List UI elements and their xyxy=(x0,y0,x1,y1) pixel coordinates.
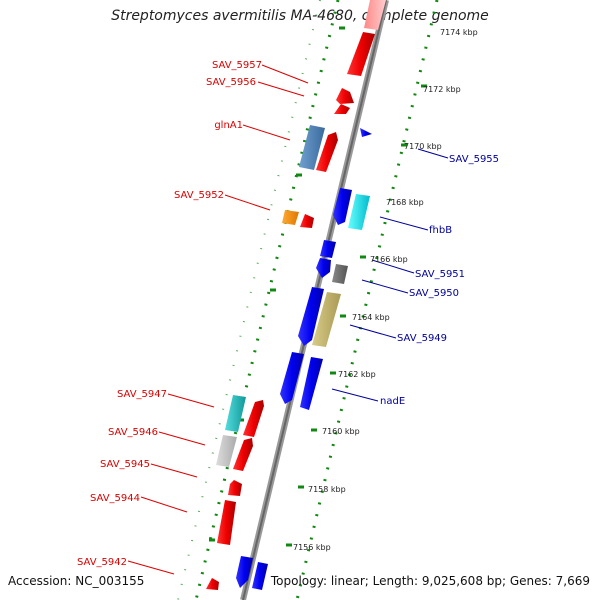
gene-label[interactable]: SAV_5945 xyxy=(100,459,150,470)
gene-label[interactable]: SAV_5942 xyxy=(77,557,127,568)
tick-marks xyxy=(209,26,427,547)
gene-label[interactable]: glnA1 xyxy=(214,120,243,131)
tick-label: 7164 kbp xyxy=(352,313,390,322)
gene-fhbB[interactable] xyxy=(348,194,370,230)
map-title: Streptomyces avermitilis MA-4680, comple… xyxy=(111,8,489,24)
gene-SAV_5955[interactable] xyxy=(360,128,372,137)
left-gene-labels: SAV_5957 SAV_5956 glnA1 SAV_5952 SAV_594… xyxy=(77,60,262,568)
gene-label[interactable]: SAV_5944 xyxy=(90,493,140,504)
accession-label: Accession: NC_003155 xyxy=(8,574,145,588)
tick-label: 7158 kbp xyxy=(308,485,346,494)
genome-summary: Topology: linear; Length: 9,025,608 bp; … xyxy=(270,574,590,588)
gene-SAV_5948[interactable] xyxy=(243,400,264,437)
tick-label: 7168 kbp xyxy=(386,198,424,207)
tick-labels: 7174 kbp 7172 kbp 7170 kbp 7168 kbp 7166… xyxy=(293,28,478,552)
gene-label[interactable]: SAV_5947 xyxy=(117,389,167,400)
tick-label: 7172 kbp xyxy=(423,85,461,94)
gene-SAV_5949a[interactable] xyxy=(298,287,324,346)
gene-SAV_5952[interactable] xyxy=(282,210,299,225)
gene-SAV_5950a[interactable] xyxy=(333,188,352,225)
gene-glnA1[interactable] xyxy=(299,125,325,170)
gene-SAV_5951[interactable] xyxy=(316,258,331,278)
gene-SAV_5949[interactable] xyxy=(312,292,341,347)
gene-label[interactable]: SAV_5956 xyxy=(206,77,256,88)
tick-label: 7162 kbp xyxy=(338,370,376,379)
gene-label[interactable]: SAV_5952 xyxy=(174,190,224,201)
gene-SAV_5943a[interactable] xyxy=(236,556,253,588)
gene-SAV_5956b[interactable] xyxy=(334,104,350,114)
gene-label[interactable]: SAV_5957 xyxy=(212,60,262,71)
gene-SAV_5954[interactable] xyxy=(316,132,338,172)
gene-label[interactable]: SAV_5949 xyxy=(397,333,447,344)
gene-SAV_5945-a[interactable] xyxy=(233,438,253,471)
tick-label: 7174 kbp xyxy=(440,28,478,37)
inner-left-dotted-guide xyxy=(177,0,321,600)
gene-label[interactable]: SAV_5955 xyxy=(449,154,499,165)
gene-SAV_5944[interactable] xyxy=(217,500,236,545)
gene-label[interactable]: SAV_5951 xyxy=(415,269,465,280)
gene-SAV_5942[interactable] xyxy=(206,578,219,590)
tick-label: 7166 kbp xyxy=(370,255,408,264)
right-leader-lines xyxy=(331,148,449,402)
gene-SAV_5946[interactable] xyxy=(216,435,237,467)
gene-SAV_5956[interactable] xyxy=(336,88,354,104)
gene-SAV_5957[interactable] xyxy=(347,32,375,76)
gene-nadE[interactable] xyxy=(300,357,323,410)
gene-SAV_5945[interactable] xyxy=(228,480,242,496)
gene-SAV_5950[interactable] xyxy=(332,264,348,284)
gene-label[interactable]: nadE xyxy=(380,396,405,407)
right-gene-labels: SAV_5955 fhbB SAV_5951 SAV_5950 SAV_5949… xyxy=(380,154,499,407)
gene-SAV_5957-top[interactable] xyxy=(364,0,386,30)
gene-SAV_5943b[interactable] xyxy=(252,562,268,590)
gene-SAV_5947[interactable] xyxy=(225,395,246,432)
tick-label: 7156 kbp xyxy=(293,543,331,552)
gene-SAV_5948r[interactable] xyxy=(280,352,304,404)
left-leader-lines xyxy=(127,64,309,575)
gene-label[interactable]: SAV_5946 xyxy=(108,427,158,438)
gene-label[interactable]: SAV_5950 xyxy=(409,288,459,299)
gene-SAV_5951a[interactable] xyxy=(320,240,336,258)
tick-label: 7170 kbp xyxy=(404,142,442,151)
tick-label: 7160 kbp xyxy=(322,427,360,436)
gene-label[interactable]: fhbB xyxy=(429,225,452,236)
gene-SAV_5953[interactable] xyxy=(300,214,314,228)
